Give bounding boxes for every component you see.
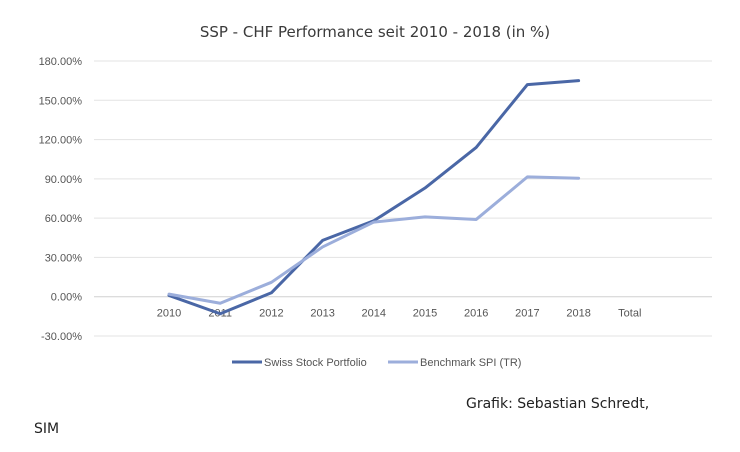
chart-legend: Swiss Stock Portfolio Benchmark SPI (TR) bbox=[232, 357, 521, 369]
chart-title: SSP - CHF Performance seit 2010 - 2018 (… bbox=[200, 23, 550, 41]
gridlines bbox=[94, 60, 712, 337]
series-line bbox=[167, 175, 581, 305]
x-tick-label: 2013 bbox=[310, 308, 334, 320]
series-lines bbox=[167, 79, 581, 316]
y-axis-tick-labels: 180.00% 150.00% 120.00% 90.00% 60.00% 30.00% 0… bbox=[39, 56, 83, 343]
y-tick-label: 120.00% bbox=[39, 135, 83, 147]
series-line bbox=[167, 79, 581, 316]
y-tick-label: 180.00% bbox=[39, 56, 83, 68]
y-tick-label: 30.00% bbox=[45, 252, 83, 264]
x-tick-label: 2018 bbox=[566, 308, 590, 320]
x-tick-label: 2017 bbox=[515, 308, 539, 320]
x-tick-label: 2012 bbox=[259, 308, 283, 320]
x-tick-label: 2014 bbox=[362, 308, 386, 320]
y-tick-label: -30.00% bbox=[41, 331, 82, 343]
credit-text-org: SIM bbox=[34, 421, 60, 437]
credit-text: Grafik: Sebastian Schredt, bbox=[466, 396, 650, 412]
y-tick-label: 90.00% bbox=[45, 174, 83, 186]
x-tick-label: 2010 bbox=[157, 308, 181, 320]
legend-label: Swiss Stock Portfolio bbox=[264, 357, 367, 369]
x-tick-label: 2015 bbox=[413, 308, 437, 320]
y-tick-label: 60.00% bbox=[45, 213, 83, 225]
y-tick-label: 0.00% bbox=[51, 292, 82, 304]
x-tick-label: Total bbox=[618, 308, 641, 320]
y-tick-label: 150.00% bbox=[39, 95, 83, 107]
legend-label: Benchmark SPI (TR) bbox=[420, 357, 521, 369]
x-tick-label: 2016 bbox=[464, 308, 488, 320]
